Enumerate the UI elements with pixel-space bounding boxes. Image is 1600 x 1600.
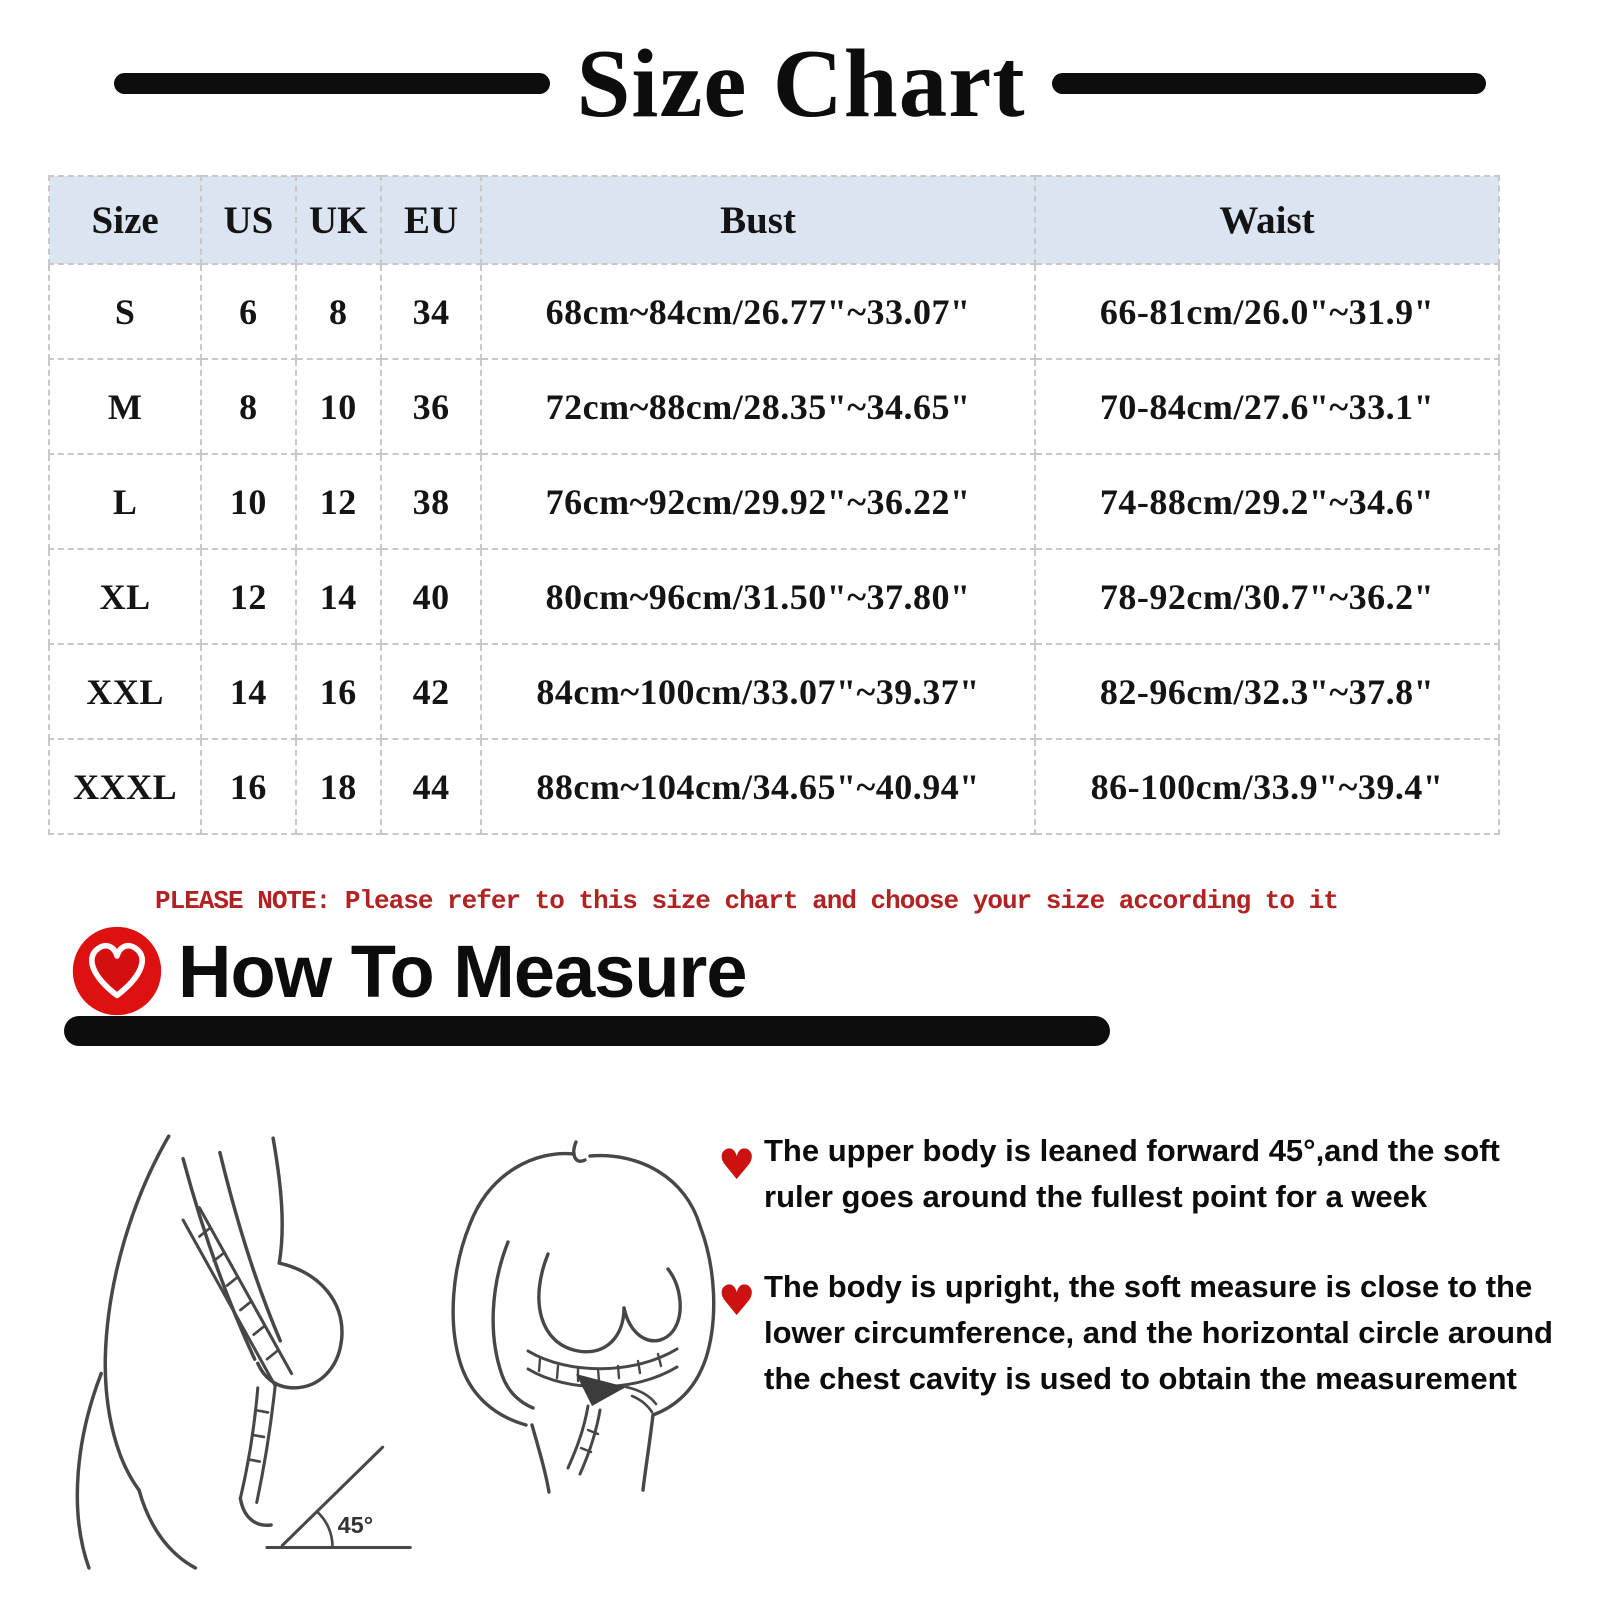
size-table-body: S 6 8 34 68cm~84cm/26.77"~33.07" 66-81cm/26.0… [47, 263, 1501, 835]
angle-label: 45° [338, 1512, 374, 1538]
table-header-row: Size US UK EU Bust Waist [47, 175, 1501, 265]
table-cell: 78-92cm/30.7"~36.2" [1033, 548, 1501, 645]
please-note-text: PLEASE NOTE: Please refer to this size c… [155, 886, 1339, 916]
table-cell: 16 [200, 738, 297, 835]
table-cell: 86-100cm/33.9"~39.4" [1033, 738, 1501, 835]
size-table-header: Size US UK EU Bust Waist [47, 175, 1501, 265]
table-cell: 88cm~104cm/34.65"~40.94" [480, 738, 1036, 835]
instruction-text: The upper body is leaned forward 45°,and… [764, 1133, 1500, 1214]
table-cell: 72cm~88cm/28.35"~34.65" [480, 358, 1036, 455]
size-table: Size US UK EU Bust Waist S 6 8 34 68cm~84cm/26.77… [47, 175, 1501, 835]
bust-measure-illustration: 45° [28, 1130, 420, 1570]
table-cell: L [47, 453, 203, 550]
table-row: XXL 14 16 42 84cm~100cm/33.07"~39.37" 82-96cm… [47, 643, 1501, 740]
table-cell: 14 [294, 548, 383, 645]
table-row: L 10 12 38 76cm~92cm/29.92"~36.22" 74-88cm/29… [47, 453, 1501, 550]
table-cell: 82-96cm/32.3"~37.8" [1033, 643, 1501, 740]
instruction-item: ♥ The upper body is leaned forward 45°,an… [718, 1128, 1564, 1220]
heart-circle-icon [72, 926, 162, 1016]
table-cell: XXL [47, 643, 203, 740]
table-row: S 6 8 34 68cm~84cm/26.77"~33.07" 66-81cm/26.0… [47, 263, 1501, 360]
table-cell: M [47, 358, 203, 455]
title-divider-right [1051, 72, 1486, 94]
table-cell: 12 [200, 548, 297, 645]
table-cell: 74-88cm/29.2"~34.6" [1033, 453, 1501, 550]
title-section: Size Chart [0, 18, 1600, 148]
table-cell: 10 [200, 453, 297, 550]
heart-icon: ♥ [718, 1140, 756, 1189]
column-header: EU [380, 175, 483, 265]
table-cell: 70-84cm/27.6"~33.1" [1033, 358, 1501, 455]
table-cell: 6 [200, 263, 297, 360]
page-title: Size Chart [576, 29, 1026, 137]
size-table-section: Size US UK EU Bust Waist S 6 8 34 68cm~84cm/26.77… [47, 175, 1501, 835]
table-cell: 16 [294, 643, 383, 740]
heart-icon: ♥ [718, 1275, 756, 1325]
table-cell: 36 [380, 358, 483, 455]
table-cell: 40 [380, 548, 483, 645]
table-cell: 76cm~92cm/29.92"~36.22" [480, 453, 1036, 550]
table-cell: 42 [380, 643, 483, 740]
table-cell: 80cm~96cm/31.50"~37.80" [480, 548, 1036, 645]
instruction-text: The body is upright, the soft measure is… [764, 1268, 1553, 1396]
table-cell: 18 [294, 738, 383, 835]
table-cell: 66-81cm/26.0"~31.9" [1033, 263, 1501, 360]
column-header: Waist [1033, 175, 1501, 265]
table-row: XL 12 14 40 80cm~96cm/31.50"~37.80" 78-92cm/3… [47, 548, 1501, 645]
table-row: M 8 10 36 72cm~88cm/28.35"~34.65" 70-84cm/27.… [47, 358, 1501, 455]
table-cell: 68cm~84cm/26.77"~33.07" [480, 263, 1036, 360]
table-cell: 44 [380, 738, 483, 835]
table-cell: 34 [380, 263, 483, 360]
table-cell: 14 [200, 643, 297, 740]
table-cell: 84cm~100cm/33.07"~39.37" [480, 643, 1036, 740]
table-cell: 10 [294, 358, 383, 455]
table-cell: XL [47, 548, 203, 645]
column-header: UK [294, 175, 383, 265]
title-divider-left [114, 72, 551, 94]
how-to-measure-heading: How To Measure [70, 924, 747, 1018]
table-cell: 8 [294, 263, 383, 360]
waist-measure-illustration [428, 1138, 728, 1498]
table-row: XXXL 16 18 44 88cm~104cm/34.65"~40.94" 86-100… [47, 738, 1501, 835]
table-cell: S [47, 263, 203, 360]
how-to-measure-title: How To Measure [178, 929, 747, 1013]
instruction-item: ♥ The body is upright, the soft measure i… [718, 1264, 1564, 1402]
measure-instructions: ♥ The upper body is leaned forward 45°,an… [718, 1128, 1564, 1445]
column-header: US [200, 175, 297, 265]
column-header: Bust [480, 175, 1036, 265]
table-cell: 38 [380, 453, 483, 550]
column-header: Size [47, 175, 203, 265]
heading-underline-bar [64, 1016, 1110, 1046]
table-cell: 8 [200, 358, 297, 455]
table-cell: XXXL [47, 738, 203, 835]
table-cell: 12 [294, 453, 383, 550]
